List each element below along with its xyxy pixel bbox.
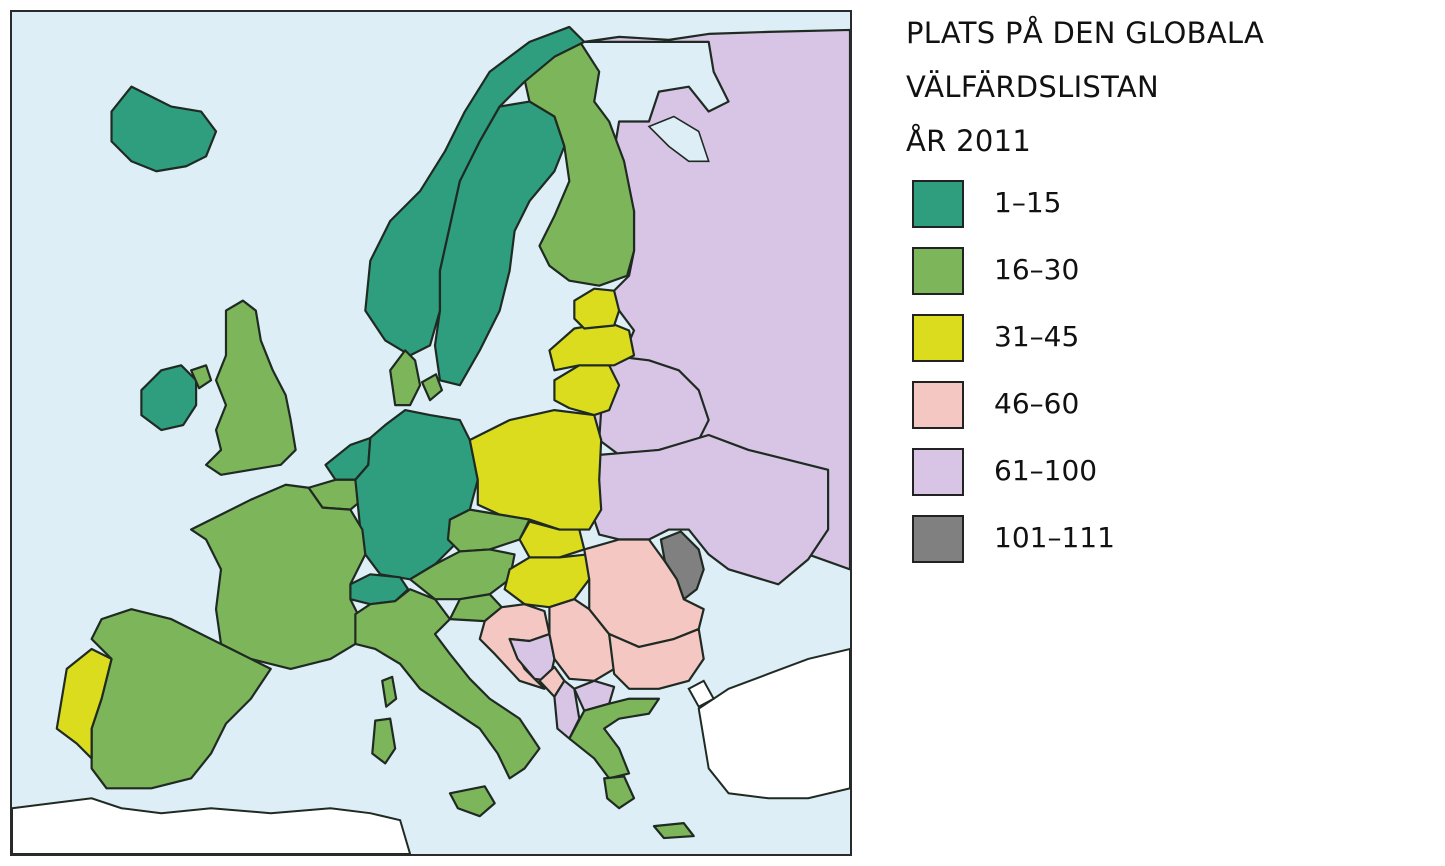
legend-swatch bbox=[912, 247, 964, 295]
region-serbia bbox=[548, 598, 616, 682]
legend-label: 16–30 bbox=[994, 253, 1080, 286]
legend-swatch bbox=[912, 448, 964, 496]
region-bulgaria bbox=[608, 627, 705, 690]
region-romania bbox=[583, 538, 705, 649]
legend: PLATS PÅ DEN GLOBALA VÄLFÄRDSLISTAN ÅR 2… bbox=[906, 6, 1426, 582]
region-united-kingdom bbox=[204, 299, 297, 476]
region-ukraine bbox=[588, 433, 830, 586]
region-iceland bbox=[110, 85, 218, 173]
legend-title-line-3: ÅR 2011 bbox=[906, 124, 1032, 158]
turkey-europe bbox=[687, 679, 716, 709]
region-finland bbox=[523, 42, 636, 287]
legend-item: 46–60 bbox=[906, 381, 1426, 448]
legend-label: 31–45 bbox=[994, 320, 1080, 353]
legend-label: 61–100 bbox=[994, 454, 1098, 487]
region-crete bbox=[652, 822, 695, 840]
region-estonia bbox=[573, 287, 621, 330]
legend-title-line-1: PLATS PÅ DEN GLOBALA bbox=[906, 16, 1265, 50]
legend-title-line-2: VÄLFÄRDSLISTAN bbox=[906, 70, 1160, 104]
legend-item: 101–111 bbox=[906, 515, 1426, 582]
region-denmark-island bbox=[420, 373, 444, 402]
region-sweden bbox=[433, 100, 566, 387]
region-north-macedonia bbox=[573, 679, 616, 712]
legend-item: 61–100 bbox=[906, 448, 1426, 515]
legend-label: 46–60 bbox=[994, 387, 1080, 420]
legend-label: 101–111 bbox=[994, 521, 1115, 554]
legend-swatch bbox=[912, 515, 964, 563]
legend-items: 1–15 16–30 31–45 46–60 61–100 101–111 bbox=[906, 180, 1426, 582]
region-peloponnese bbox=[603, 775, 636, 810]
legend-swatch bbox=[912, 314, 964, 362]
legend-swatch bbox=[912, 381, 964, 429]
north-africa bbox=[12, 797, 412, 854]
legend-item: 31–45 bbox=[906, 314, 1426, 381]
region-sardinia bbox=[371, 717, 397, 765]
legend-label: 1–15 bbox=[994, 186, 1062, 219]
region-northern-ireland bbox=[190, 364, 213, 390]
region-ireland bbox=[140, 364, 198, 432]
region-poland bbox=[468, 409, 603, 531]
map-svg bbox=[12, 12, 850, 854]
region-slovenia bbox=[448, 593, 503, 623]
legend-item: 16–30 bbox=[906, 247, 1426, 314]
region-denmark bbox=[389, 349, 422, 407]
legend-title: PLATS PÅ DEN GLOBALA VÄLFÄRDSLISTAN ÅR 2… bbox=[906, 6, 1426, 168]
white-sea bbox=[647, 115, 710, 163]
legend-item: 1–15 bbox=[906, 180, 1426, 247]
region-portugal bbox=[55, 647, 113, 760]
legend-swatch bbox=[912, 180, 964, 228]
europe-map bbox=[10, 10, 852, 856]
region-hungary bbox=[503, 553, 591, 609]
region-italy bbox=[354, 588, 541, 780]
region-corsica bbox=[381, 675, 398, 708]
region-sicily bbox=[448, 785, 496, 818]
turkey bbox=[697, 647, 850, 800]
